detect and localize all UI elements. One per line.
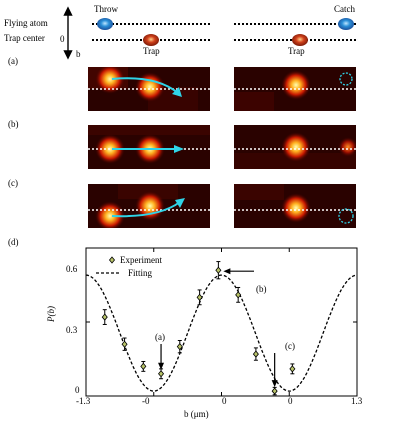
catch-label: Catch — [334, 4, 355, 14]
x-tick-label-1: -0 — [142, 396, 150, 406]
trap-atom-right — [292, 34, 308, 46]
catch-atom — [338, 18, 354, 30]
image-panel-b-left — [88, 125, 210, 169]
x-tick-label-3: 0 — [288, 396, 293, 406]
x-tick-label-4: 1.3 — [351, 396, 363, 406]
image-panel-c-right — [234, 184, 356, 228]
fit-curve — [85, 274, 358, 392]
flying-atom-label: Flying atom — [4, 18, 48, 28]
zero-label: 0 — [60, 34, 65, 44]
data-point — [196, 293, 203, 301]
image-panel-a-left — [88, 67, 210, 111]
row-label-b: (b) — [8, 119, 19, 129]
trap-atom-left — [143, 34, 159, 46]
x-tick-label-0: -1.3 — [76, 396, 91, 406]
data-point — [121, 340, 128, 348]
data-point — [176, 343, 183, 351]
y-tick-label-2: 0.6 — [66, 264, 78, 274]
data-point — [215, 266, 222, 274]
data-point — [235, 291, 242, 299]
arrow-b-head — [223, 268, 231, 275]
legend-fitting-label: Fitting — [128, 268, 153, 278]
data-point — [289, 365, 296, 373]
trap-label-right: Trap — [288, 46, 305, 56]
b-axis-label: b — [76, 49, 81, 59]
data-point — [140, 362, 147, 371]
b-axis-arrow — [63, 6, 73, 60]
y-tick-label-0: 0 — [75, 385, 80, 395]
throw-label: Throw — [94, 4, 118, 14]
x-tick-label-2: 0 — [222, 396, 227, 406]
legend-experiment-label: Experiment — [120, 255, 162, 265]
row-label-d: (d) — [8, 237, 19, 247]
x-axis-label: b (μm) — [184, 409, 209, 419]
image-panel-c-left — [88, 184, 210, 228]
data-point — [271, 387, 278, 395]
throw-atom — [97, 18, 113, 30]
trap-label-left: Trap — [143, 46, 160, 56]
arrow-c-head — [271, 380, 278, 388]
y-axis-label: P(b) — [46, 306, 56, 322]
schematic-drawing — [63, 6, 356, 60]
image-panel-b-right — [234, 125, 356, 169]
annotation-label-b: (b) — [256, 284, 267, 294]
data-point — [158, 370, 165, 378]
trap-center-label: Trap center — [4, 33, 45, 43]
annotation-label-c: (c) — [285, 341, 295, 351]
annotation-label-a: (a) — [155, 332, 165, 342]
data-point — [101, 313, 108, 321]
image-panel-a-right — [234, 67, 356, 111]
data-point — [252, 350, 259, 358]
plot-frame — [85, 247, 358, 397]
y-tick-label-1: 0.3 — [66, 325, 78, 335]
row-label-c: (c) — [8, 178, 18, 188]
legend-experiment-marker — [108, 256, 116, 264]
arrow-a-head — [158, 362, 165, 370]
row-label-a: (a) — [8, 56, 18, 66]
